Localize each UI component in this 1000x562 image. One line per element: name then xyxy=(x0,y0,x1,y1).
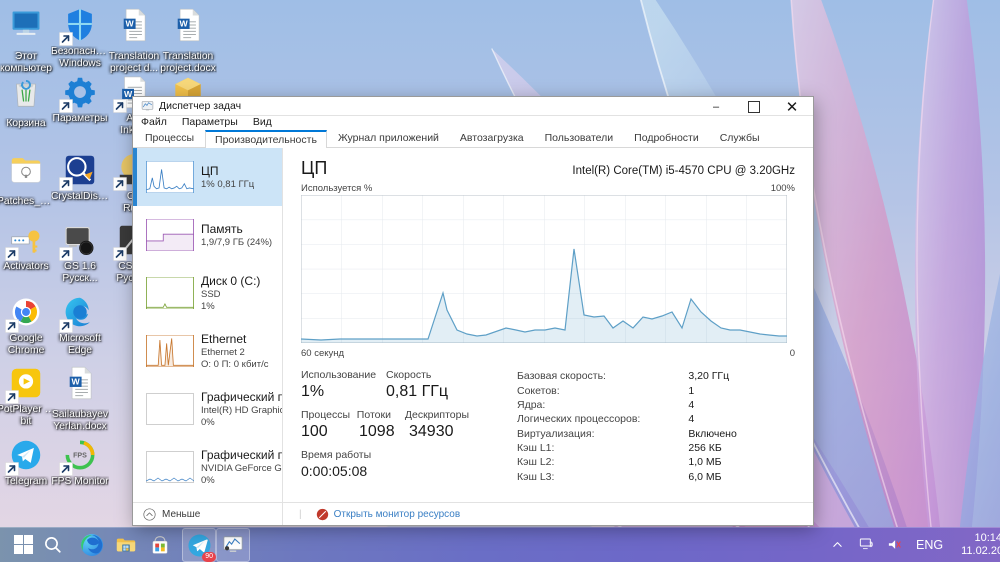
svg-text:W: W xyxy=(124,89,133,99)
svg-text:W: W xyxy=(72,377,81,387)
svg-text:W: W xyxy=(180,19,189,29)
svg-text:W: W xyxy=(126,19,135,29)
svg-text:FPS: FPS xyxy=(73,451,87,459)
